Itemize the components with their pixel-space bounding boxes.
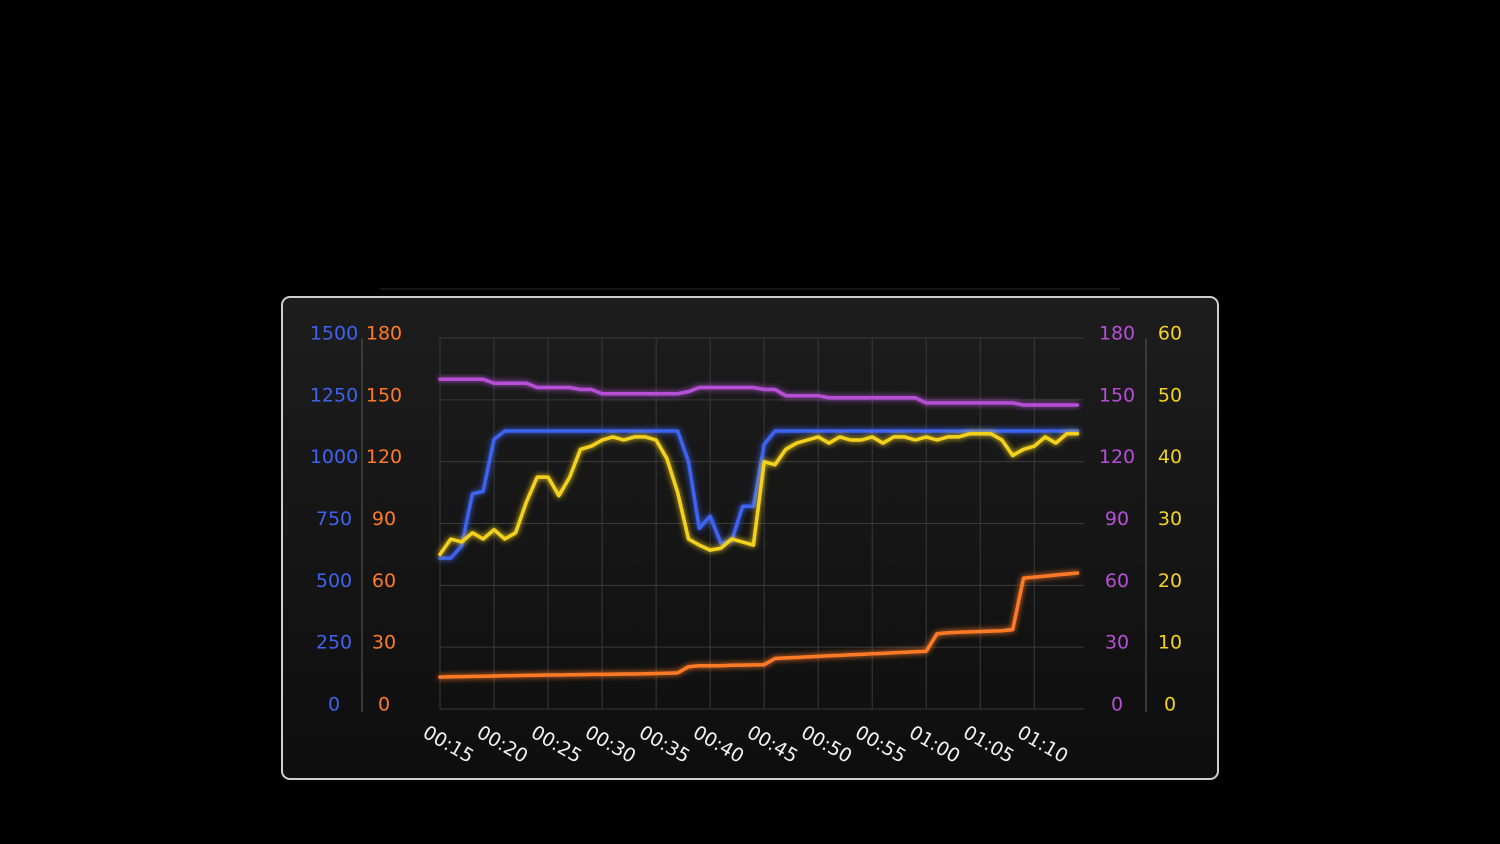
y4-tick-label: 0 [1164, 694, 1176, 716]
y-tick-label: 1000 [310, 446, 358, 468]
y2-tick-label: 30 [372, 632, 396, 654]
y2-tick-label: 60 [372, 570, 396, 592]
y3-tick-label: 60 [1105, 570, 1129, 592]
y4-tick-label: 30 [1158, 508, 1182, 530]
y3-tick-label: 150 [1099, 384, 1135, 406]
y4-tick-label: 20 [1158, 570, 1182, 592]
y3-tick-label: 90 [1105, 508, 1129, 530]
y3-tick-label: 0 [1111, 694, 1123, 716]
y-tick-label: 250 [316, 632, 352, 654]
series-line [438, 377, 1080, 407]
y2-tick-label: 150 [366, 384, 402, 406]
y3-tick-label: 120 [1099, 446, 1135, 468]
y2-tick-label: 180 [366, 323, 402, 345]
y2-tick-label: 0 [378, 694, 390, 716]
y3-tick-label: 180 [1099, 323, 1135, 345]
series-line [438, 432, 1080, 557]
y-tick-label: 0 [328, 694, 340, 716]
y4-tick-label: 10 [1158, 632, 1182, 654]
y4-tick-label: 60 [1158, 323, 1182, 345]
y3-tick-label: 30 [1105, 632, 1129, 654]
panel [281, 296, 1219, 780]
y-tick-label: 500 [316, 570, 352, 592]
y2-tick-label: 90 [372, 508, 396, 530]
y2-tick-label: 120 [366, 446, 402, 468]
y-tick-label: 1500 [310, 323, 358, 345]
y4-tick-label: 40 [1158, 446, 1182, 468]
y-tick-label: 750 [316, 508, 352, 530]
series-line [438, 571, 1080, 679]
series-line [438, 429, 1080, 560]
y-tick-label: 1250 [310, 384, 358, 406]
y4-tick-label: 50 [1158, 384, 1182, 406]
